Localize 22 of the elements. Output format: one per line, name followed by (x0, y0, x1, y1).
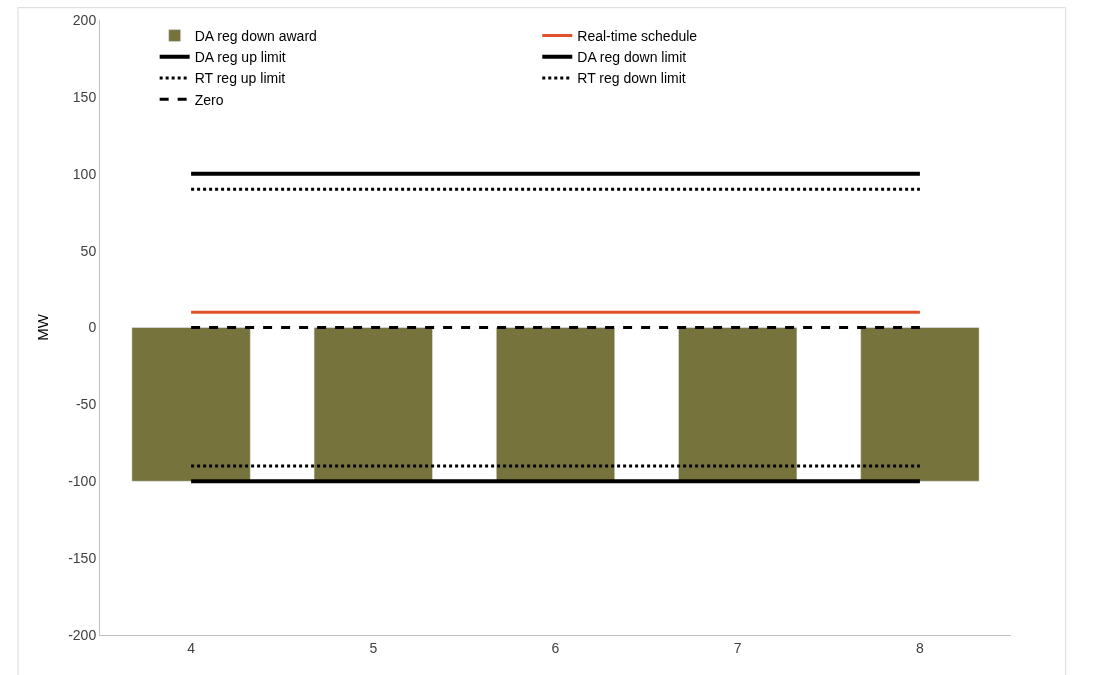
x-tick-label: 6 (551, 639, 560, 656)
y-tick-label: -50 (75, 396, 97, 413)
y-tick-label: -150 (68, 550, 97, 567)
x-tick-label: 7 (733, 639, 742, 656)
legend-label: DA reg down limit (577, 49, 687, 66)
legend-label: Zero (194, 91, 224, 108)
y-axis-title: MW (34, 313, 52, 341)
y-tick-label: -100 (68, 473, 97, 490)
x-tick-label: 4 (187, 639, 196, 656)
y-tick-label: -200 (68, 626, 97, 643)
legend-label: Real-time schedule (577, 28, 698, 45)
legend-label: DA reg up limit (194, 49, 286, 66)
legend-label: DA reg down award (194, 28, 317, 45)
y-tick-label: 200 (72, 11, 97, 28)
y-tick-label: 150 (72, 88, 97, 105)
y-tick-label: 100 (72, 165, 97, 182)
y-tick-label: 50 (80, 242, 97, 259)
legend-label: RT reg down limit (577, 70, 686, 87)
legend-label: RT reg up limit (194, 70, 286, 87)
x-tick-label: 5 (369, 639, 378, 656)
y-tick-label: 0 (88, 319, 97, 336)
x-tick-label: 8 (916, 639, 924, 656)
